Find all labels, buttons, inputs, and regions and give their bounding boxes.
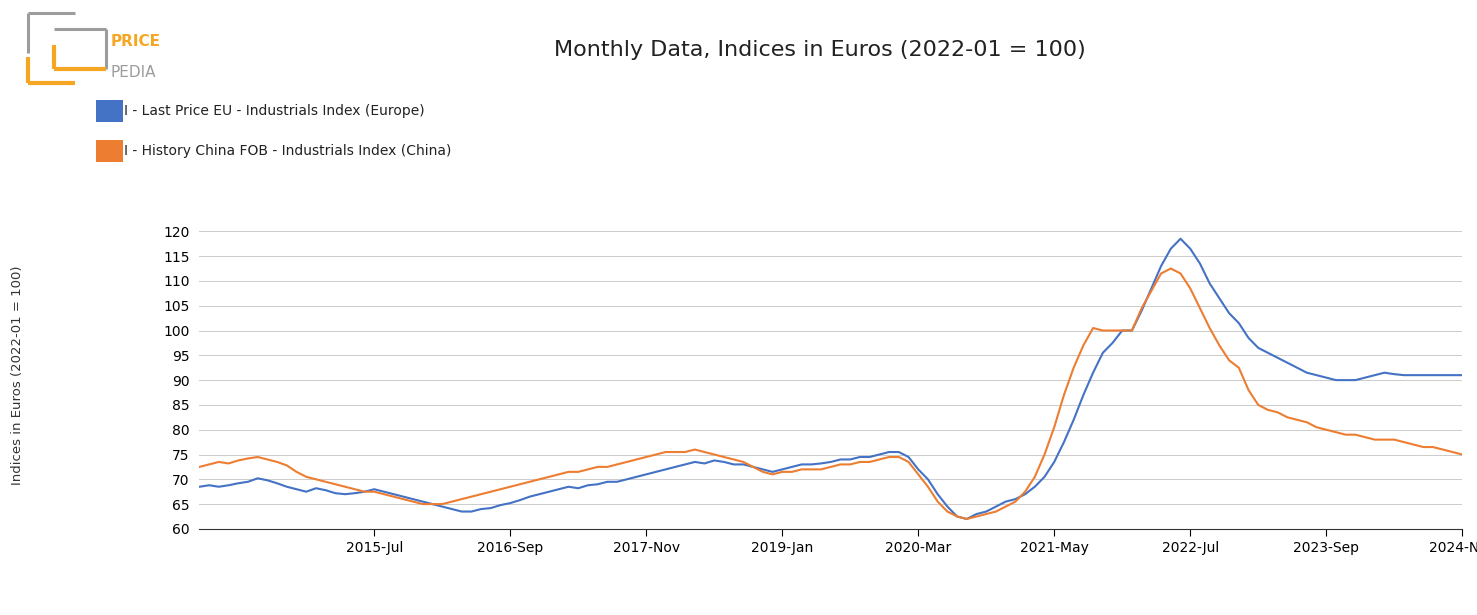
Text: I - History China FOB - Industrials Index (China): I - History China FOB - Industrials Inde… — [124, 144, 452, 157]
Text: PEDIA: PEDIA — [111, 65, 157, 79]
Text: PRICE: PRICE — [111, 34, 161, 49]
Text: I - Last Price EU - Industrials Index (Europe): I - Last Price EU - Industrials Index (E… — [124, 104, 425, 117]
Text: Indices in Euros (2022-01 = 100): Indices in Euros (2022-01 = 100) — [12, 266, 24, 485]
Text: Monthly Data, Indices in Euros (2022-01 = 100): Monthly Data, Indices in Euros (2022-01 … — [554, 40, 1086, 60]
